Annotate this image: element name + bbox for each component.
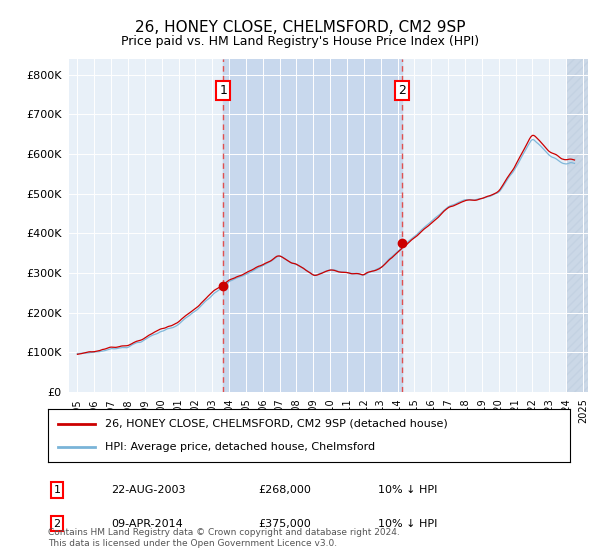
Text: 09-APR-2014: 09-APR-2014	[111, 519, 183, 529]
Text: 2: 2	[398, 84, 406, 97]
Text: £268,000: £268,000	[258, 485, 311, 495]
Text: 10% ↓ HPI: 10% ↓ HPI	[378, 519, 437, 529]
Text: 1: 1	[219, 84, 227, 97]
Text: Contains HM Land Registry data © Crown copyright and database right 2024.
This d: Contains HM Land Registry data © Crown c…	[48, 528, 400, 548]
Text: Price paid vs. HM Land Registry's House Price Index (HPI): Price paid vs. HM Land Registry's House …	[121, 35, 479, 48]
Text: 26, HONEY CLOSE, CHELMSFORD, CM2 9SP (detached house): 26, HONEY CLOSE, CHELMSFORD, CM2 9SP (de…	[106, 419, 448, 429]
Text: 10% ↓ HPI: 10% ↓ HPI	[378, 485, 437, 495]
Text: HPI: Average price, detached house, Chelmsford: HPI: Average price, detached house, Chel…	[106, 442, 376, 452]
Bar	[566, 59, 596, 392]
Text: 26, HONEY CLOSE, CHELMSFORD, CM2 9SP: 26, HONEY CLOSE, CHELMSFORD, CM2 9SP	[135, 20, 465, 35]
Text: 1: 1	[53, 485, 61, 495]
Text: £375,000: £375,000	[258, 519, 311, 529]
Bar	[223, 59, 403, 392]
Text: 22-AUG-2003: 22-AUG-2003	[111, 485, 185, 495]
Text: 2: 2	[53, 519, 61, 529]
